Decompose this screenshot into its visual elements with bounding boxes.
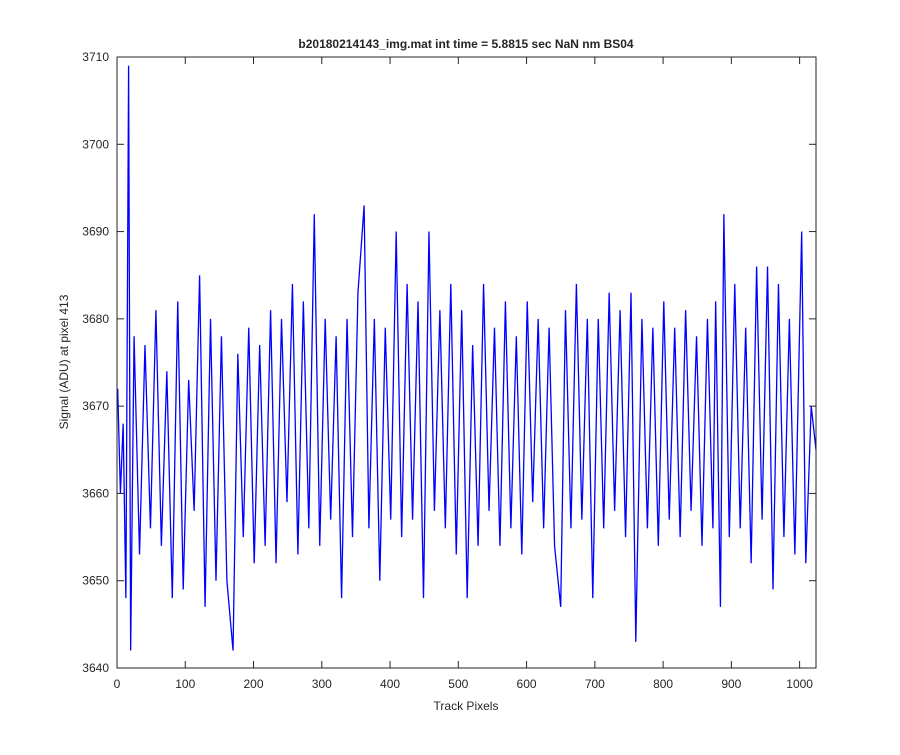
x-tick-label: 900 — [721, 677, 741, 691]
y-axis-label: Signal (ADU) at pixel 413 — [57, 294, 71, 429]
x-tick-label: 800 — [653, 677, 673, 691]
chart-title: b20180214143_img.mat int time = 5.8815 s… — [298, 37, 634, 51]
y-tick-label: 3660 — [82, 486, 109, 500]
data-line — [117, 65, 817, 651]
axes-box — [116, 56, 817, 669]
x-tick-label: 0 — [114, 677, 121, 691]
x-tick-label: 200 — [244, 677, 264, 691]
x-tick-label: 500 — [448, 677, 468, 691]
y-tick-label: 3690 — [82, 225, 109, 239]
x-axis-label: Track Pixels — [434, 699, 499, 713]
x-tick-label: 100 — [175, 677, 195, 691]
y-tick-label: 3700 — [82, 137, 109, 151]
y-tick-label: 3710 — [82, 50, 109, 64]
y-tick-label: 3680 — [82, 312, 109, 326]
y-tick-label: 3650 — [82, 574, 109, 588]
x-tick-label: 1000 — [786, 677, 813, 691]
y-tick-label: 3670 — [82, 399, 109, 413]
x-tick-label: 600 — [517, 677, 537, 691]
x-tick-label: 300 — [312, 677, 332, 691]
y-tick-label: 3640 — [82, 661, 109, 675]
x-tick-label: 400 — [380, 677, 400, 691]
x-tick-label: 700 — [585, 677, 605, 691]
